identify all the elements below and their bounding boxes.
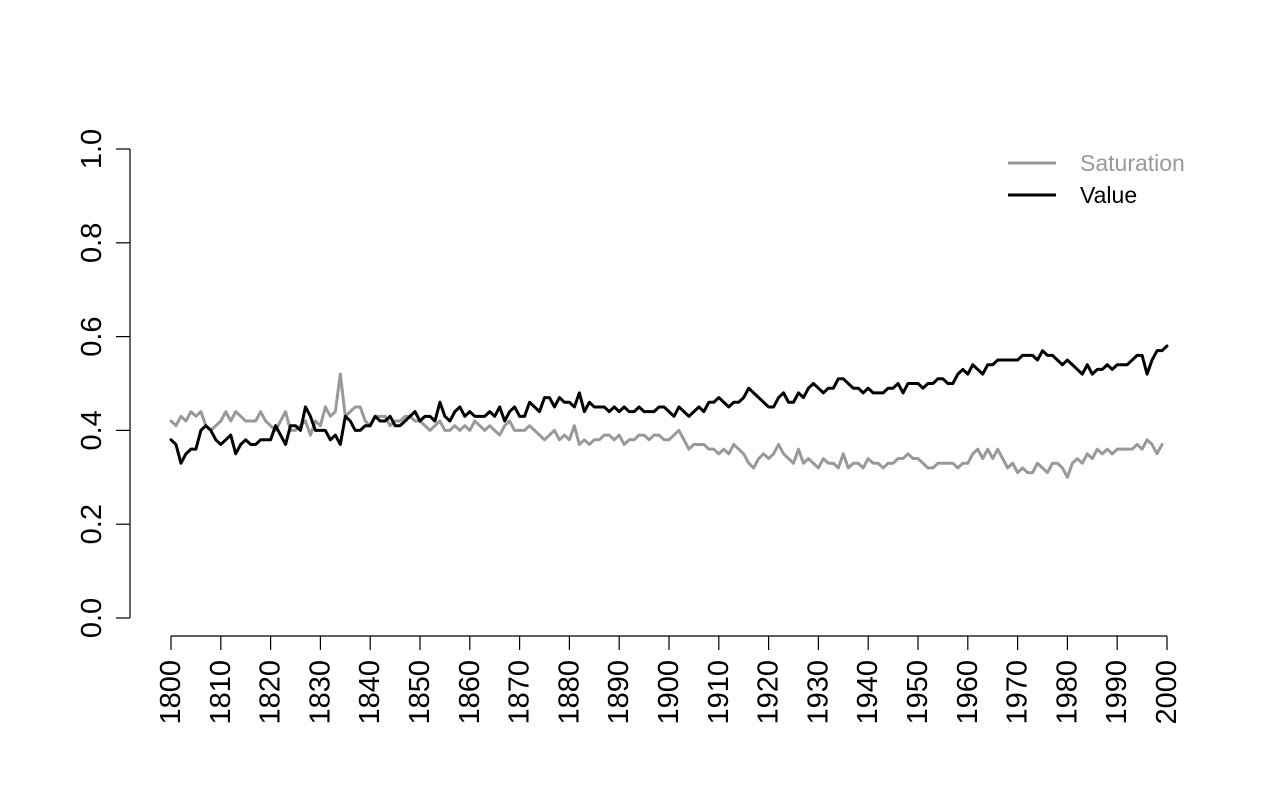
- y-tick-label: 0.2: [76, 504, 108, 544]
- x-tick-label: 1880: [553, 660, 585, 725]
- y-tick-label: 0.4: [76, 410, 108, 450]
- x-tick-label: 1860: [454, 660, 486, 725]
- y-tick-label: 0.8: [76, 223, 108, 263]
- x-axis: 1800 1810 1820 1830 1840 1850 1860 1870 1880 1890…: [155, 635, 1183, 725]
- x-tick-label: 1970: [1002, 660, 1034, 725]
- legend-label-value: Value: [1080, 182, 1137, 208]
- series-line-saturation: [169, 372, 1164, 479]
- x-tick-label: 1830: [304, 660, 336, 725]
- x-tick-label: 1890: [603, 660, 635, 725]
- y-tick-label: 0.0: [76, 598, 108, 638]
- legend: Saturation Value: [1008, 150, 1185, 208]
- y-tick-label: 1.0: [76, 129, 108, 169]
- legend-label-saturation: Saturation: [1080, 150, 1185, 176]
- y-axis: 0.0 0.2 0.4 0.6 0.8 1.0: [76, 129, 131, 638]
- x-tick-label: 1900: [653, 660, 685, 725]
- x-tick-label: 1950: [902, 660, 934, 725]
- x-tick-label: 1870: [504, 660, 536, 725]
- x-tick-label: 1920: [753, 660, 785, 725]
- plot-area: [169, 344, 1169, 479]
- x-tick-label: 1990: [1101, 660, 1133, 725]
- x-tick-label: 1840: [354, 660, 386, 725]
- x-tick-label: 1810: [205, 660, 237, 725]
- x-tick-label: 1910: [703, 660, 735, 725]
- x-tick-label: 1930: [802, 660, 834, 725]
- x-tick-label: 2000: [1151, 660, 1183, 725]
- x-tick-label: 1850: [404, 660, 436, 725]
- series-line-value: [169, 344, 1169, 465]
- x-tick-label: 1940: [852, 660, 884, 725]
- x-tick-label: 1800: [155, 660, 187, 725]
- x-tick-label: 1960: [952, 660, 984, 725]
- x-tick-label: 1820: [255, 660, 287, 725]
- y-tick-label: 0.6: [76, 316, 108, 356]
- x-tick-label: 1980: [1051, 660, 1083, 725]
